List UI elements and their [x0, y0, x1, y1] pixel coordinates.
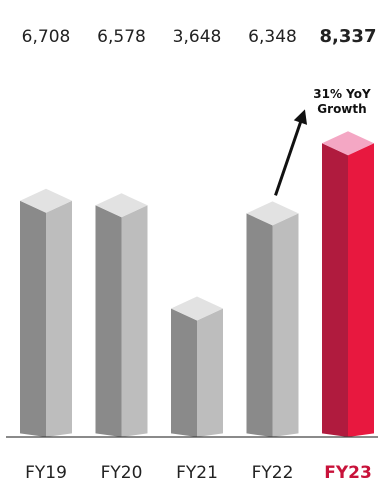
bar-front-face: [20, 200, 46, 437]
bar-side-face: [46, 200, 72, 437]
bar-top-face: [171, 296, 223, 321]
growth-arrow-icon: [274, 114, 305, 196]
category-labels: FY19 FY20 FY21 FY22 FY23: [25, 463, 372, 483]
bar-front-face: [171, 308, 197, 437]
annotation-line-1: 31% YoY: [313, 87, 371, 101]
growth-annotation: 31% YoY Growth: [274, 87, 371, 196]
bar-fy23: [322, 131, 374, 437]
category-label-fy21: FY21: [176, 463, 218, 483]
bar-fy22: [246, 201, 299, 437]
bar-front-face: [322, 143, 348, 437]
category-label-fy19: FY19: [25, 463, 67, 483]
category-label-fy20: FY20: [101, 463, 143, 483]
value-label-fy21: 3,648: [173, 27, 222, 47]
bar-top-face: [20, 188, 72, 213]
bar-top-face: [322, 131, 374, 156]
category-label-fy23: FY23: [324, 463, 372, 483]
value-label-fy22: 6,348: [248, 27, 297, 47]
bar-fy20: [95, 193, 148, 437]
bar-side-face: [121, 205, 148, 437]
bar-top-face: [246, 201, 299, 226]
category-label-fy22: FY22: [252, 463, 294, 483]
bar-side-face: [348, 143, 374, 437]
bar-top-face: [95, 193, 148, 218]
bar-side-face: [197, 308, 223, 437]
annotation-line-2: Growth: [317, 102, 366, 116]
value-labels: 6,708 6,578 3,648 6,348 8,337: [22, 26, 377, 47]
bar-front-face: [95, 205, 122, 437]
value-label-fy23: 8,337: [320, 26, 377, 47]
bar-side-face: [272, 213, 299, 437]
bars: [20, 131, 374, 437]
value-label-fy19: 6,708: [22, 27, 71, 47]
arrow-head-icon: [293, 109, 308, 125]
bar-fy19: [20, 188, 72, 437]
bar-front-face: [246, 213, 273, 437]
bar-fy21: [171, 296, 223, 437]
value-label-fy20: 6,578: [97, 27, 146, 47]
